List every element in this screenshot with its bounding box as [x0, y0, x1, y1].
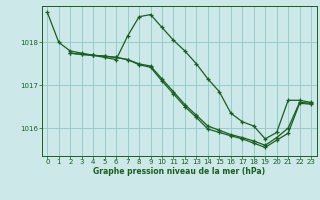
X-axis label: Graphe pression niveau de la mer (hPa): Graphe pression niveau de la mer (hPa) [93, 167, 265, 176]
